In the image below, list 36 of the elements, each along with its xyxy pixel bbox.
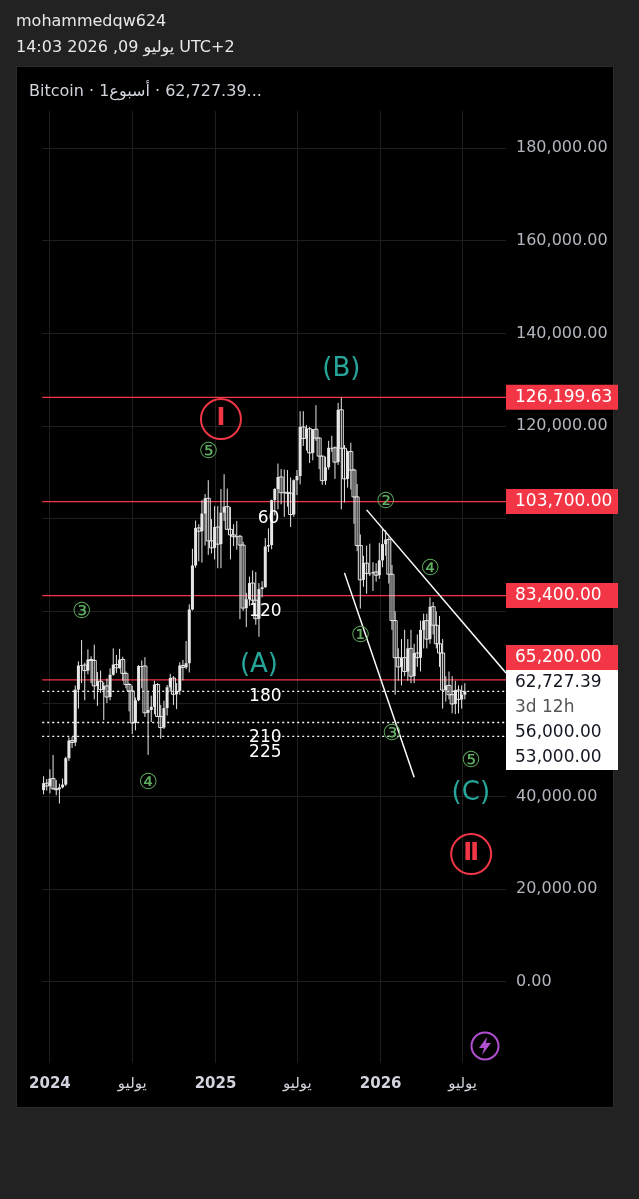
y-tick-label: 140,000.00 bbox=[516, 322, 608, 342]
annotation: Ⅱ bbox=[463, 838, 480, 867]
candlestick bbox=[227, 506, 233, 560]
chart-subtitle: mohammedqw624 14:03 2026 ,09 يوليو UTC+2 bbox=[16, 10, 235, 59]
annotation: (B) bbox=[322, 352, 361, 383]
annotation: ④ bbox=[138, 768, 158, 794]
ref-line-label: 53,000.00 bbox=[515, 745, 602, 766]
ref-line-label: 65,200.00 bbox=[515, 645, 602, 666]
annotation: Ⅰ bbox=[216, 403, 226, 432]
ref-line-label: 126,199.63 bbox=[515, 385, 613, 406]
annotation: ⑤ bbox=[198, 437, 219, 463]
annotation: (A) bbox=[239, 647, 278, 678]
annotation: ④ bbox=[420, 555, 440, 581]
annotation: (C) bbox=[451, 776, 491, 807]
x-tick-label: 2024 bbox=[29, 1073, 71, 1092]
annotation: ③ bbox=[382, 719, 402, 745]
y-tick-label: 160,000.00 bbox=[516, 229, 608, 249]
annotation: ③ bbox=[71, 597, 92, 623]
x-tick-label: يوليو bbox=[116, 1073, 147, 1092]
annotation: 180 bbox=[249, 684, 282, 705]
candlestick bbox=[129, 685, 135, 735]
x-tick-label: يوليو bbox=[447, 1073, 477, 1092]
ref-line-label: 56,000.00 bbox=[515, 720, 602, 741]
ref-line-label: 103,700.00 bbox=[515, 489, 613, 510]
x-tick-label: 2025 bbox=[194, 1073, 237, 1092]
ref-line-label: 62,727.39 3d 12h bbox=[515, 670, 602, 716]
y-tick-label: 180,000.00 bbox=[516, 137, 608, 157]
candlestick bbox=[57, 783, 61, 805]
x-tick-label: يوليو bbox=[282, 1073, 312, 1092]
y-tick-label: 120,000.00 bbox=[516, 415, 608, 435]
y-tick-label: 40,000.00 bbox=[516, 785, 598, 805]
ref-line-label: 83,400.00 bbox=[515, 583, 602, 604]
x-tick-label: 2026 bbox=[359, 1073, 402, 1092]
y-tick-label: 0.00 bbox=[516, 971, 552, 991]
annotation: ⑤ bbox=[460, 747, 481, 773]
y-tick-label: 20,000.00 bbox=[516, 878, 598, 898]
